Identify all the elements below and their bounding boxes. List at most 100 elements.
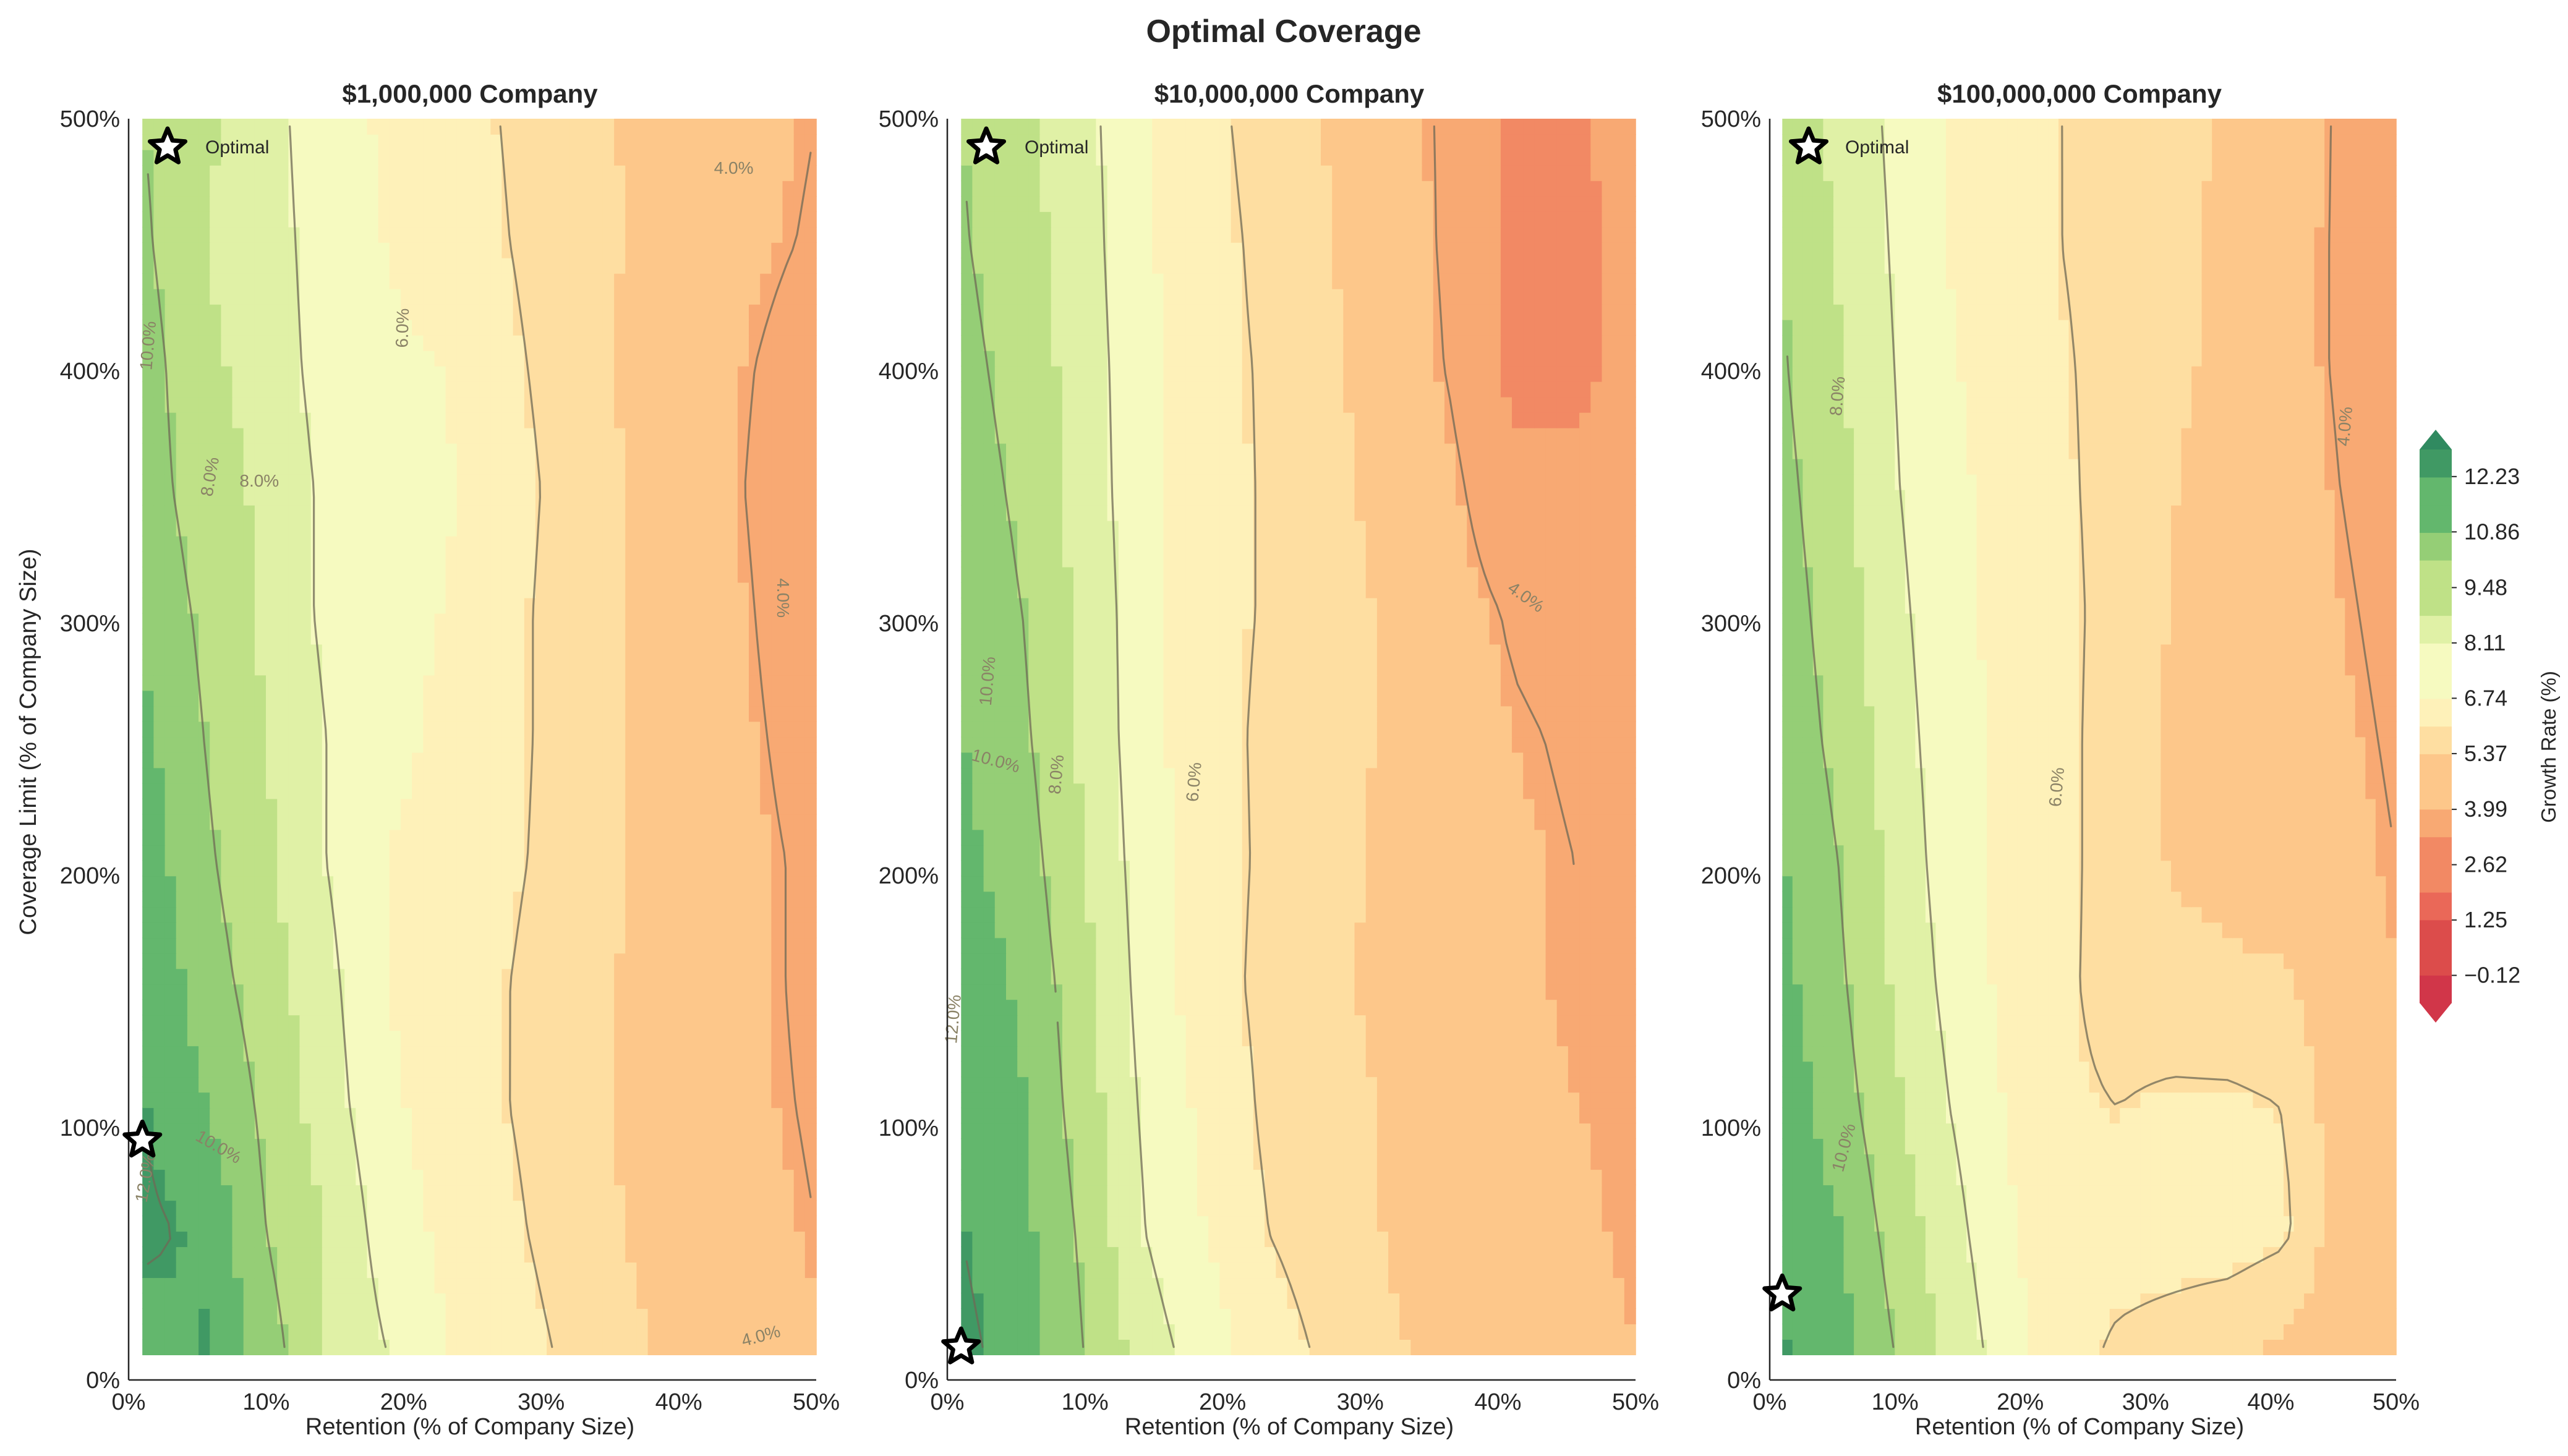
heatmap-cell xyxy=(232,551,244,568)
heatmap-cell xyxy=(625,474,638,490)
heatmap-cell xyxy=(1276,1324,1288,1340)
heatmap-cell xyxy=(277,937,289,954)
heatmap-cell xyxy=(401,736,412,753)
heatmap-cell xyxy=(693,396,705,413)
heatmap-cell xyxy=(198,520,211,537)
heatmap-cell xyxy=(299,1107,312,1124)
heatmap-cell xyxy=(659,1293,671,1309)
heatmap-cell xyxy=(693,1308,705,1324)
heatmap-cell xyxy=(221,381,233,398)
heatmap-cell xyxy=(524,165,536,181)
heatmap-cell xyxy=(288,1138,301,1155)
heatmap-cell xyxy=(749,119,761,135)
heatmap-cell xyxy=(793,427,806,444)
heatmap-cell xyxy=(367,845,379,861)
heatmap-cell xyxy=(434,953,446,969)
heatmap-cell xyxy=(580,613,592,629)
heatmap-cell xyxy=(681,181,693,197)
heatmap-cell xyxy=(670,752,682,768)
heatmap-cell xyxy=(793,613,806,629)
heatmap-cell xyxy=(659,1324,671,1340)
panel-title: $10,000,000 Company xyxy=(1154,79,1425,108)
heatmap-cell xyxy=(456,1045,469,1062)
heatmap-cell xyxy=(737,181,749,197)
heatmap-cell xyxy=(693,582,705,598)
heatmap-cell xyxy=(602,1231,615,1248)
heatmap-cell xyxy=(232,922,244,939)
heatmap-cell xyxy=(198,134,211,150)
heatmap-cell xyxy=(558,721,570,738)
heatmap-cell xyxy=(232,119,244,135)
heatmap-cell xyxy=(333,273,345,289)
heatmap-cell xyxy=(490,906,503,923)
heatmap-cell xyxy=(760,829,772,846)
heatmap-cell xyxy=(715,613,727,629)
heatmap-cell xyxy=(636,628,649,645)
heatmap-cell xyxy=(569,721,581,738)
heatmap-cell xyxy=(602,1076,615,1093)
heatmap-cell xyxy=(636,1107,649,1124)
heatmap-cell xyxy=(647,752,660,768)
heatmap-cell xyxy=(704,257,716,274)
heatmap-cell xyxy=(602,891,615,908)
heatmap-cell xyxy=(378,721,390,738)
heatmap-cell xyxy=(243,829,255,846)
heatmap-cell xyxy=(153,968,166,985)
heatmap-cell xyxy=(513,165,525,181)
heatmap-cell xyxy=(715,381,727,398)
heatmap-cell xyxy=(704,1169,716,1186)
heatmap-cell xyxy=(726,922,738,939)
heatmap-cell xyxy=(356,1138,368,1155)
heatmap-cell xyxy=(187,906,199,923)
heatmap-cell xyxy=(580,1339,592,1355)
heatmap-cell xyxy=(547,474,559,490)
heatmap-cell xyxy=(771,1138,783,1155)
heatmap-cell xyxy=(254,1215,267,1232)
heatmap-cell xyxy=(659,365,671,382)
heatmap-cell xyxy=(277,968,289,985)
heatmap-cell xyxy=(445,1308,458,1324)
heatmap-cell xyxy=(647,860,660,877)
heatmap-cell xyxy=(333,1339,345,1355)
heatmap-cell xyxy=(535,752,547,768)
heatmap-cell xyxy=(333,242,345,258)
heatmap-cell xyxy=(558,1030,570,1047)
heatmap-cell xyxy=(142,1246,155,1263)
heatmap-cell xyxy=(333,690,345,707)
heatmap-cell xyxy=(670,1231,682,1248)
heatmap-cell xyxy=(142,1200,155,1217)
heatmap-cell xyxy=(445,644,458,660)
heatmap-cell xyxy=(187,1200,199,1217)
heatmap-cell xyxy=(344,1154,357,1170)
heatmap-cell xyxy=(659,721,671,738)
heatmap-cell xyxy=(232,443,244,459)
heatmap-cell xyxy=(782,412,795,428)
heatmap-cell xyxy=(659,1308,671,1324)
heatmap-cell xyxy=(479,304,492,320)
heatmap-cell xyxy=(625,196,638,212)
heatmap-cell xyxy=(344,953,357,969)
heatmap-cell xyxy=(602,1262,615,1279)
heatmap-cell xyxy=(726,906,738,923)
heatmap-cell xyxy=(356,906,368,923)
heatmap-cell xyxy=(333,644,345,660)
heatmap-cell xyxy=(266,1123,278,1139)
heatmap-cell xyxy=(804,427,817,444)
heatmap-cell xyxy=(479,1045,492,1062)
heatmap-cell xyxy=(456,551,469,568)
heatmap-cell xyxy=(490,1076,503,1093)
heatmap-cell xyxy=(254,551,267,568)
heatmap-cell xyxy=(636,999,649,1016)
heatmap-cell xyxy=(344,1169,357,1186)
heatmap-cell xyxy=(210,273,222,289)
heatmap-cell xyxy=(715,1293,727,1309)
heatmap-cell xyxy=(535,984,547,1000)
heatmap-cell xyxy=(176,1107,188,1124)
heatmap-cell xyxy=(479,1308,492,1324)
heatmap-cell xyxy=(221,181,233,197)
heatmap-cell xyxy=(693,628,705,645)
heatmap-cell xyxy=(659,535,671,552)
heatmap-cell xyxy=(749,891,761,908)
heatmap-cell xyxy=(726,1045,738,1062)
heatmap-cell xyxy=(277,535,289,552)
